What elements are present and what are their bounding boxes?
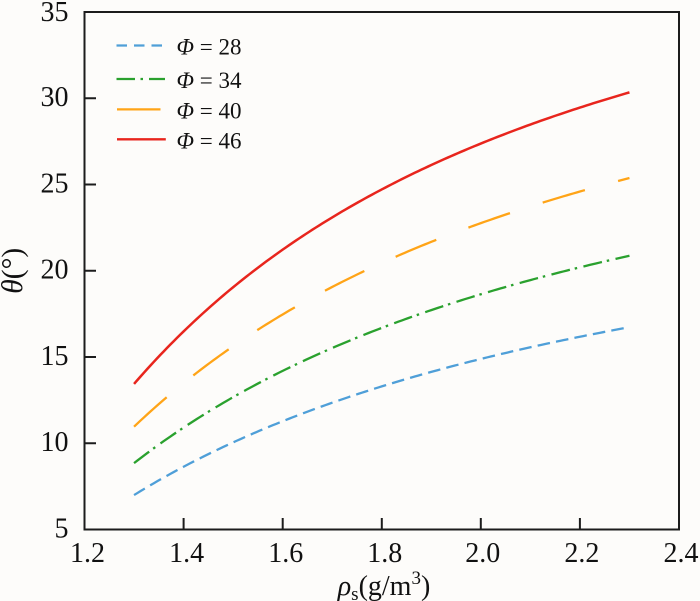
svg-text:25: 25 [41,168,69,199]
svg-text:1.8: 1.8 [367,538,402,569]
svg-text:Φ = 46: Φ = 46 [177,128,242,153]
svg-text:1.2: 1.2 [70,538,105,569]
svg-text:ρs(g/m3): ρs(g/m3) [337,568,431,601]
svg-text:5: 5 [55,513,69,544]
svg-text:2.2: 2.2 [564,538,599,569]
svg-text:θ(°): θ(°) [0,248,29,294]
svg-text:Φ = 40: Φ = 40 [177,98,242,123]
svg-text:20: 20 [41,255,69,286]
svg-text:Φ = 34: Φ = 34 [177,68,242,93]
svg-text:2.0: 2.0 [465,538,500,569]
svg-text:10: 10 [41,427,69,458]
svg-text:1.6: 1.6 [268,538,303,569]
svg-text:30: 30 [41,82,69,113]
svg-text:1.4: 1.4 [169,538,204,569]
svg-text:15: 15 [41,341,69,372]
svg-text:2.4: 2.4 [664,538,699,569]
svg-text:35: 35 [41,0,69,28]
svg-text:Φ = 28: Φ = 28 [177,35,242,60]
